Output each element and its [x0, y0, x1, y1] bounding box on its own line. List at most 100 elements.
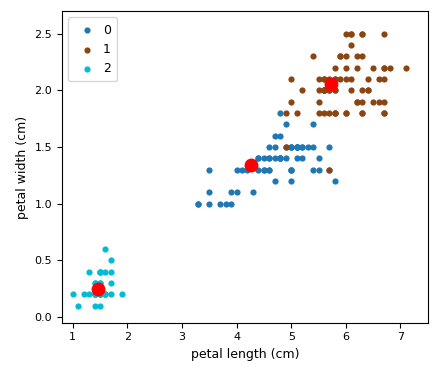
1 — [381, 76, 388, 82]
1 — [381, 110, 388, 116]
0 — [288, 144, 295, 150]
0 — [293, 144, 300, 150]
0 — [195, 201, 202, 207]
1 — [348, 31, 355, 37]
1 — [359, 110, 366, 116]
1 — [331, 76, 338, 82]
0 — [310, 167, 317, 173]
1 — [359, 31, 366, 37]
2 — [91, 303, 98, 309]
2 — [97, 280, 104, 286]
0 — [315, 155, 322, 161]
2 — [97, 292, 104, 298]
1 — [402, 65, 409, 71]
0 — [326, 167, 333, 173]
1 — [282, 144, 289, 150]
1 — [381, 65, 388, 71]
2 — [91, 292, 98, 298]
1 — [326, 88, 333, 93]
0 — [271, 133, 278, 139]
0 — [277, 133, 284, 139]
1 — [337, 53, 344, 59]
Point — [327, 82, 334, 88]
0 — [266, 155, 273, 161]
2 — [86, 292, 93, 298]
0 — [250, 190, 257, 196]
Y-axis label: petal width (cm): petal width (cm) — [16, 115, 29, 219]
1 — [381, 110, 388, 116]
1 — [321, 88, 328, 93]
0 — [288, 178, 295, 184]
0 — [206, 190, 213, 196]
2 — [91, 292, 98, 298]
2 — [91, 292, 98, 298]
1 — [348, 42, 355, 48]
2 — [102, 269, 109, 275]
1 — [299, 88, 306, 93]
0 — [255, 167, 262, 173]
1 — [359, 31, 366, 37]
0 — [195, 201, 202, 207]
1 — [364, 88, 371, 93]
0 — [228, 201, 235, 207]
0 — [331, 178, 338, 184]
1 — [342, 76, 349, 82]
1 — [315, 99, 322, 105]
1 — [359, 99, 366, 105]
2 — [80, 292, 87, 298]
1 — [370, 65, 377, 71]
2 — [102, 292, 109, 298]
2 — [86, 269, 93, 275]
0 — [293, 144, 300, 150]
2 — [107, 257, 114, 263]
Point — [94, 286, 101, 292]
1 — [348, 88, 355, 93]
1 — [331, 110, 338, 116]
2 — [97, 292, 104, 298]
0 — [239, 167, 246, 173]
0 — [271, 178, 278, 184]
1 — [288, 99, 295, 105]
1 — [381, 99, 388, 105]
0 — [304, 144, 311, 150]
1 — [364, 88, 371, 93]
0 — [233, 167, 240, 173]
1 — [326, 110, 333, 116]
0 — [288, 144, 295, 150]
0 — [266, 144, 273, 150]
0 — [260, 167, 267, 173]
1 — [353, 99, 360, 105]
1 — [348, 31, 355, 37]
Point — [248, 162, 255, 168]
0 — [293, 155, 300, 161]
1 — [315, 88, 322, 93]
2 — [91, 280, 98, 286]
1 — [326, 88, 333, 93]
2 — [75, 303, 82, 309]
0 — [288, 167, 295, 173]
0 — [277, 155, 284, 161]
1 — [321, 88, 328, 93]
2 — [102, 292, 109, 298]
0 — [293, 144, 300, 150]
2 — [107, 269, 114, 275]
1 — [353, 99, 360, 105]
1 — [364, 76, 371, 82]
0 — [282, 144, 289, 150]
0 — [277, 110, 284, 116]
1 — [331, 88, 338, 93]
1 — [359, 53, 366, 59]
1 — [321, 88, 328, 93]
0 — [277, 155, 284, 161]
2 — [97, 269, 104, 275]
0 — [244, 167, 251, 173]
0 — [266, 167, 273, 173]
0 — [293, 144, 300, 150]
1 — [331, 110, 338, 116]
0 — [277, 155, 284, 161]
0 — [277, 155, 284, 161]
2 — [91, 292, 98, 298]
1 — [348, 76, 355, 82]
0 — [288, 144, 295, 150]
1 — [342, 31, 349, 37]
